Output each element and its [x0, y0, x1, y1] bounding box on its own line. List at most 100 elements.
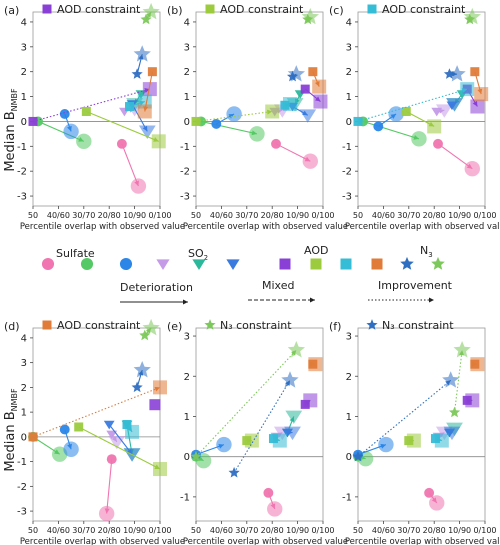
- point-start-sulfate2: [211, 118, 222, 129]
- y-tick-label: 3: [184, 332, 190, 343]
- point-start-sulfate0: [271, 138, 281, 149]
- point-end-aod1: [427, 119, 442, 134]
- point-end-n3_1: [142, 2, 160, 20]
- point-end-aod0: [142, 82, 157, 97]
- plot-frame: [32, 11, 161, 207]
- x-tick-label: 40/60: [372, 526, 395, 535]
- x-tick-label: 30/70: [72, 526, 95, 535]
- plot-frame: [195, 11, 324, 207]
- series-line-sulfate1: [362, 120, 420, 140]
- point-start-aod0: [300, 84, 310, 94]
- y-tick-label: 2: [346, 372, 352, 383]
- x-tick-label: 10/90: [448, 211, 471, 220]
- series-line-sulfate1: [200, 120, 258, 135]
- point-start-so2_0: [106, 430, 118, 440]
- point-end-n3_0: [281, 371, 299, 388]
- y-tick-label: 0: [184, 117, 190, 128]
- x-tick-label: 40/60: [372, 211, 395, 220]
- x-tick-label: 30/70: [72, 211, 95, 220]
- x-axis-label: Percentile overlap with observed value: [345, 537, 500, 545]
- point-end-n3_0: [133, 361, 151, 378]
- panel-title: N₃ constraint: [382, 319, 454, 332]
- point-end-sulfate1: [411, 131, 427, 147]
- point-start-aod1: [401, 106, 411, 116]
- series-line-aod1: [78, 426, 161, 470]
- y-tick-label: 2: [21, 67, 27, 78]
- y-tick-label: 1: [21, 408, 27, 419]
- panel-b: -3 -2 -1 0 1 2 3 4 50 40/60 30/70 20/80 10/90 0/100 Pe…: [167, 3, 348, 232]
- point-end-aod2: [272, 433, 287, 448]
- x-tick-label: 40/60: [210, 526, 233, 535]
- point-end-aod2: [460, 82, 475, 97]
- point-end-sulfate0: [98, 505, 115, 522]
- point-start-n3_1: [139, 329, 151, 341]
- x-tick-label: 0/100: [473, 211, 496, 220]
- series-line-n3_1: [453, 350, 463, 413]
- point-end-aod0: [303, 393, 318, 408]
- panel-c: -3 -2 -1 0 1 2 3 4 50 40/60 30/70 20/80 10/90 0/100 Pe…: [329, 3, 500, 232]
- legend-marker-so2_0: [156, 259, 170, 270]
- legend-marker-sulfate0: [41, 257, 55, 271]
- point-end-aod1: [153, 462, 167, 477]
- y-tick-label: 3: [21, 358, 27, 369]
- legend-mixed-arrow: [310, 297, 315, 303]
- panel-label: (b): [167, 4, 183, 17]
- ylabel-top: Median BNMBF: [3, 88, 19, 172]
- y-tick-label: 2: [346, 67, 352, 78]
- point-end-n3_1: [301, 7, 319, 25]
- point-end-aod1: [406, 433, 421, 448]
- y-tick-label: 1: [184, 92, 190, 103]
- point-end-sulfate2: [63, 441, 79, 457]
- x-tick-label: 20/80: [98, 526, 121, 535]
- legend-improvement-arrow: [429, 297, 434, 303]
- point-aod0: [149, 399, 161, 411]
- y-tick-label: -1: [342, 492, 352, 503]
- point-end-so2_2: [446, 98, 463, 112]
- point-end-aod3: [474, 87, 489, 102]
- point-start-aod0: [28, 116, 38, 126]
- point-start-aod1: [191, 116, 201, 126]
- y-tick-label: -3: [17, 192, 27, 203]
- point-end-so2_2: [284, 426, 301, 441]
- point-start-aod1: [81, 106, 91, 116]
- panel-a: -3 -2 -1 0 1 2 3 4 50 40/60 30/70 20/80 10/90 0/100 Pe…: [4, 2, 185, 232]
- x-axis-label: Percentile overlap with observed value: [345, 222, 500, 232]
- point-start-n3_0: [131, 68, 143, 79]
- panel-title: AOD constraint: [220, 3, 304, 16]
- x-tick-label: 10/90: [123, 526, 146, 535]
- y-tick-label: 4: [346, 17, 352, 28]
- y-tick-label: 1: [346, 92, 352, 103]
- y-tick-label: 4: [184, 17, 190, 28]
- point-start-aod1: [74, 422, 84, 432]
- x-tick-label: 50: [191, 526, 201, 535]
- x-tick-label: 10/90: [448, 526, 471, 535]
- y-tick-label: 1: [21, 92, 27, 103]
- point-end-aod0: [470, 99, 485, 114]
- ylabel-bottom: Median BNMBF: [3, 388, 19, 472]
- panel-title: AOD constraint: [57, 319, 141, 332]
- y-tick-label: 0: [21, 432, 27, 443]
- y-tick-label: -2: [180, 167, 190, 178]
- point-end-aod2: [282, 97, 297, 112]
- plot-frame: [357, 327, 486, 522]
- y-tick-label: 0: [346, 452, 352, 463]
- series-line-sulfate1: [37, 120, 85, 142]
- x-tick-label: 40/60: [47, 211, 70, 220]
- series-line-n3_0: [357, 379, 452, 458]
- point-end-so2_1: [285, 410, 303, 425]
- point-start-aod2: [353, 116, 363, 126]
- series-line-aod0: [32, 88, 150, 122]
- point-start-aod3: [147, 67, 157, 77]
- x-tick-label: 20/80: [261, 211, 284, 220]
- x-tick-label: 20/80: [423, 526, 446, 535]
- point-end-aod2: [125, 424, 140, 439]
- point-start-sulfate2: [59, 424, 70, 435]
- x-tick-label: 20/80: [98, 211, 121, 220]
- panel-label: (f): [329, 320, 341, 333]
- point-start-n3_1: [190, 450, 202, 462]
- y-tick-label: 3: [184, 42, 190, 53]
- legend-marker-aod2: [340, 258, 352, 270]
- point-end-sulfate0: [267, 501, 283, 517]
- point-end-aod3: [308, 357, 323, 372]
